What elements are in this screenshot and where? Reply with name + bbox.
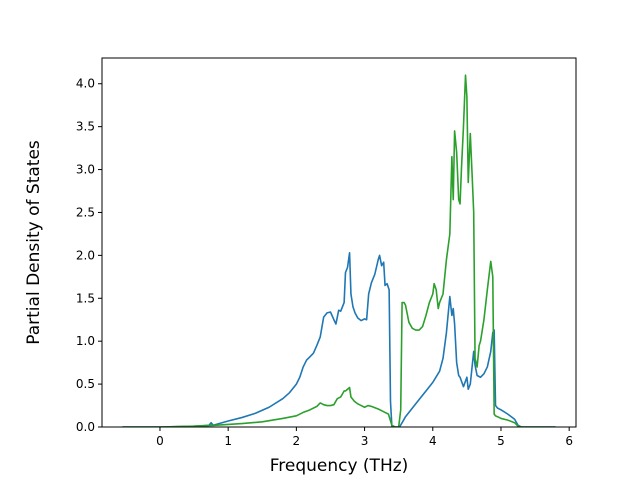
x-tick-label-0: 0	[156, 434, 164, 448]
y-tick-label-0: 0.0	[76, 420, 95, 434]
x-tick-label-4: 4	[429, 434, 437, 448]
y-axis-label: Partial Density of States	[24, 140, 44, 345]
x-tick-label-2: 2	[293, 434, 301, 448]
y-tick-label-6: 3.0	[76, 163, 95, 177]
x-tick-label-5: 5	[497, 434, 505, 448]
series-layer	[122, 74, 556, 427]
x-tick-label-3: 3	[361, 434, 369, 448]
series-line-2	[122, 74, 556, 427]
y-tick-label-2: 1.0	[76, 334, 95, 348]
y-tick-label-5: 2.5	[76, 205, 95, 219]
plot-area	[102, 58, 576, 427]
x-tick-label-1: 1	[224, 434, 232, 448]
axes: 0 1 2 3 4 5 6 0.0 0.5 1.0 1.5 2.0 2.5 3.0 3.5 4.0	[76, 57, 577, 448]
x-axis-label: Frequency (THz)	[270, 456, 409, 476]
x-tick-label-6: 6	[565, 434, 573, 448]
y-tick-label-4: 2.0	[76, 248, 95, 262]
y-tick-label-1: 0.5	[76, 377, 95, 391]
y-tick-label-7: 3.5	[76, 120, 95, 134]
series-line-1	[122, 252, 556, 427]
axes-frame	[101, 57, 577, 428]
y-tick-label-8: 4.0	[76, 77, 95, 91]
y-tick-label-3: 1.5	[76, 291, 95, 305]
